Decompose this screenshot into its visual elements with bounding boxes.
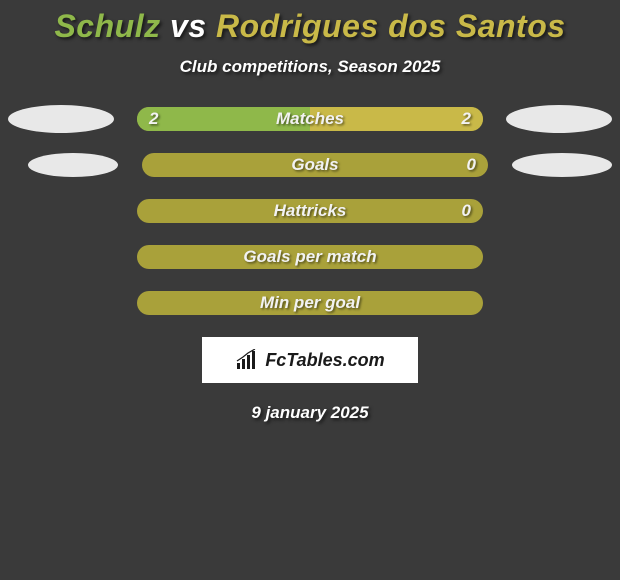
bar-min-per-goal: Min per goal: [137, 291, 483, 315]
comparison-card: Schulz vs Rodrigues dos Santos Club comp…: [0, 0, 620, 423]
stat-right-value: 0: [462, 199, 471, 223]
stat-row-goals-per-match: Goals per match: [0, 245, 620, 269]
stat-label: Matches: [137, 107, 483, 131]
title-vs: vs: [170, 8, 207, 44]
stat-label: Min per goal: [137, 291, 483, 315]
badge-left: [28, 153, 118, 177]
stat-right-value: 0: [467, 153, 476, 177]
badge-left: [8, 105, 114, 133]
logo-box: FcTables.com: [202, 337, 418, 383]
title-player2: Rodrigues dos Santos: [216, 8, 566, 44]
badge-right: [512, 153, 612, 177]
stat-row-goals: Goals 0: [0, 153, 620, 177]
stat-label: Goals per match: [137, 245, 483, 269]
bar-matches: 2 Matches 2: [137, 107, 483, 131]
date-text: 9 january 2025: [0, 403, 620, 423]
page-title: Schulz vs Rodrigues dos Santos: [0, 8, 620, 45]
stat-label: Goals: [142, 153, 488, 177]
stat-row-matches: 2 Matches 2: [0, 107, 620, 131]
stat-row-hattricks: Hattricks 0: [0, 199, 620, 223]
logo: FcTables.com: [235, 349, 384, 371]
bar-hattricks: Hattricks 0: [137, 199, 483, 223]
bar-goals-per-match: Goals per match: [137, 245, 483, 269]
title-player1: Schulz: [54, 8, 160, 44]
bar-goals: Goals 0: [142, 153, 488, 177]
subtitle: Club competitions, Season 2025: [0, 57, 620, 77]
stat-right-value: 2: [462, 107, 471, 131]
stat-row-min-per-goal: Min per goal: [0, 291, 620, 315]
stat-label: Hattricks: [137, 199, 483, 223]
logo-text: FcTables.com: [265, 350, 384, 371]
stats-container: 2 Matches 2 Goals 0 Ha: [0, 107, 620, 315]
badge-right: [506, 105, 612, 133]
bar-chart-icon: [235, 349, 261, 371]
